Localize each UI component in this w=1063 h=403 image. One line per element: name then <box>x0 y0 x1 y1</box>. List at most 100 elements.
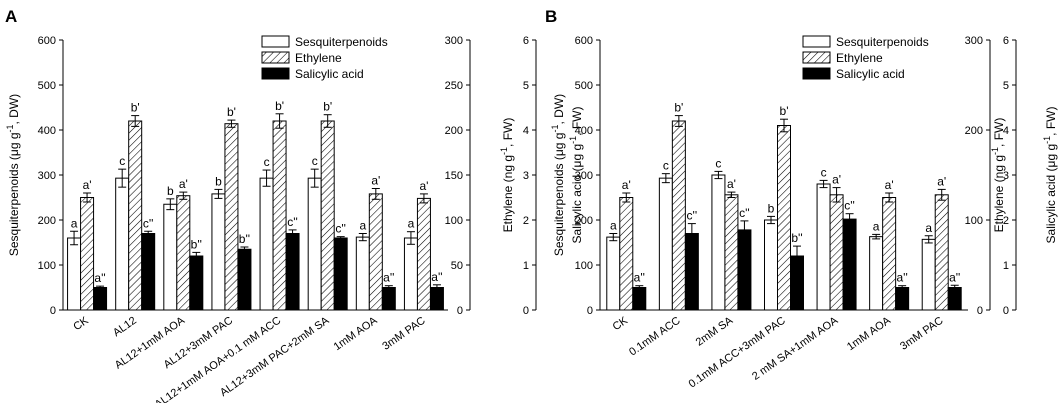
panel-b-right2-tick-label: 2 <box>1003 215 1009 227</box>
panel-b-bar-salicylic-acid <box>684 233 699 311</box>
panel-a-left-tick-label: 0 <box>50 305 56 317</box>
panel-b-significance-label: a' <box>832 173 841 187</box>
panel-b-significance-label: a'' <box>897 271 908 285</box>
panel-a-significance-label: c <box>264 155 270 169</box>
panel-a-right1-tick-label: 250 <box>445 80 463 92</box>
panel-a-left-axis-title-text-end: , DW) <box>7 94 21 125</box>
panel-a-significance-label: b'' <box>239 232 250 246</box>
panel-a-significance-label: c <box>119 154 125 168</box>
panel-a-right2-axis-title-text: Salicylic acid (μg g <box>570 144 584 244</box>
panel-a-bar-sesquiterpenoids <box>211 193 226 311</box>
panel-b-right2-axis-title-text: Salicylic acid (μg g <box>1044 144 1058 244</box>
panel-b-category-label: 2mM SA <box>694 314 736 348</box>
panel-b-chart: B 0 100 200 300 400 500 600 0 100 200 300 0 1 2 3 4 5 6 Ses… <box>545 7 1058 390</box>
panel-b-left-axis-title-superscript: -1 <box>550 124 560 132</box>
panel-b-significance-label: c'' <box>844 199 855 213</box>
panel-a-significance-label: b' <box>131 101 140 115</box>
panel-b-significance-label: a'' <box>949 270 960 284</box>
panel-a-right2-tick-label: 4 <box>523 125 529 137</box>
panel-b-legend-swatch <box>802 67 831 80</box>
panel-a-chart: A 0 100 200 300 400 500 600 0 50 100 150 200 250 300 0 1… <box>5 7 584 403</box>
panel-b-bar-sesquiterpenoids <box>869 236 884 311</box>
panel-a-right2-axis-title: Salicylic acid (μg g-1, FW) <box>568 107 584 244</box>
panel-b-right1-tick-label: 300 <box>965 35 983 47</box>
panel-a-bar-ethylene <box>176 195 191 311</box>
panel-a-significance-label: b <box>167 184 174 198</box>
panel-a-significance-label: c'' <box>287 215 298 229</box>
panel-a-bar-sesquiterpenoids <box>307 177 322 311</box>
panel-b-right1-tick-label: 200 <box>965 125 983 137</box>
panel-a-right2-tick-label: 3 <box>523 170 529 182</box>
panel-a-significance-label: a' <box>179 177 188 191</box>
panel-a-bar-sesquiterpenoids <box>355 236 370 311</box>
panel-a-legend-swatch <box>261 35 290 48</box>
panel-a-bar-salicylic-acid <box>189 255 204 311</box>
panel-a-significance-label: a' <box>371 174 380 188</box>
panel-b-bar-ethylene <box>829 194 844 311</box>
panel-b-significance-label: a <box>873 219 880 233</box>
panel-a-left-tick-label: 200 <box>38 215 56 227</box>
panel-b-right1-axis-title-text-end: , FW) <box>992 118 1006 147</box>
panel-a-bar-sesquiterpenoids <box>163 203 178 311</box>
panel-a-significance-label: c'' <box>143 216 154 230</box>
panel-a-category-label: CK <box>71 314 91 333</box>
panel-b-left-tick-label: 200 <box>575 215 593 227</box>
panel-b-significance-label: b' <box>780 104 789 118</box>
panel-a-left-axis-title: Sesquiterpenoids (μg g-1, DW) <box>5 94 21 256</box>
panel-a-bar-sesquiterpenoids <box>403 237 418 311</box>
panel-b-significance-label: a <box>610 219 617 233</box>
panel-a-right2-tick-label: 1 <box>523 260 529 272</box>
panel-b-legend-label: Salicylic acid <box>836 67 905 81</box>
panel-b-significance-label: b'' <box>791 231 802 245</box>
panel-a-significance-label: a <box>71 216 78 230</box>
panel-b-right1-tick-label: 0 <box>977 305 983 317</box>
panel-b-bar-ethylene <box>671 120 686 311</box>
panel-a-legend-label: Ethylene <box>295 51 342 65</box>
panel-b-label: B <box>545 7 557 26</box>
panel-b-bar-sesquiterpenoids <box>921 238 936 311</box>
panel-a-right1-axis-title-superscript: -1 <box>499 147 509 155</box>
panel-a-significance-label: a <box>408 217 415 231</box>
panel-b-significance-label: a'' <box>634 271 645 285</box>
panel-a-right1-tick-label: 300 <box>445 35 463 47</box>
panel-a-significance-label: a <box>359 219 366 233</box>
panel-a-significance-label: a'' <box>383 271 394 285</box>
panel-b-significance-label: a <box>925 221 932 235</box>
panel-b-category-label: 3mM PAC <box>898 315 945 353</box>
panel-b-legend-label: Ethylene <box>836 51 883 65</box>
panel-b-right2-tick-label: 0 <box>1003 305 1009 317</box>
panel-a-left-tick-label: 600 <box>38 35 56 47</box>
panel-b-left-tick-label: 300 <box>575 170 593 182</box>
panel-a-significance-label: c'' <box>335 222 346 236</box>
panel-a-right2-tick-label: 6 <box>523 35 529 47</box>
panel-a-significance-label: a' <box>419 179 428 193</box>
panel-b-significance-label: a' <box>937 174 946 188</box>
panel-a-legend-swatch <box>261 67 290 80</box>
panel-a-left-tick-label: 300 <box>38 170 56 182</box>
panel-a-significance-label: a'' <box>431 270 442 284</box>
panel-a-right1-tick-label: 200 <box>445 125 463 137</box>
panel-a-label: A <box>5 7 17 26</box>
panel-b-right2-tick-label: 4 <box>1003 125 1009 137</box>
panel-b-left-tick-label: 600 <box>575 35 593 47</box>
panel-a-left-tick-label: 500 <box>38 80 56 92</box>
panel-b-significance-label: c <box>821 165 827 179</box>
panel-b-category-label: CK <box>611 314 631 333</box>
panel-b-legend-swatch <box>802 51 831 64</box>
panel-a-bar-salicylic-acid <box>429 287 444 311</box>
panel-a-legend-label: Sesquiterpenoids <box>295 35 388 49</box>
panel-b-right1-axis-title-superscript: -1 <box>990 147 1000 155</box>
panel-b-left-tick-label: 500 <box>575 80 593 92</box>
panel-b-left-tick-label: 100 <box>575 260 593 272</box>
panel-b-bar-sesquiterpenoids <box>816 183 831 311</box>
panel-a-category-label: 1mM AOA <box>332 314 380 353</box>
panel-b-right2-axis-title-superscript: -1 <box>1042 136 1052 144</box>
panel-b-right2-tick-label: 6 <box>1003 35 1009 47</box>
panel-b-significance-label: a' <box>727 177 736 191</box>
panel-a-significance-label: b'' <box>191 237 202 251</box>
panel-a-bar-sesquiterpenoids <box>259 177 274 311</box>
panel-b-bar-ethylene <box>882 197 897 311</box>
panel-b-significance-label: c'' <box>739 206 750 220</box>
panel-b-significance-label: b' <box>674 101 683 115</box>
panel-b-right2-tick-label: 1 <box>1003 260 1009 272</box>
